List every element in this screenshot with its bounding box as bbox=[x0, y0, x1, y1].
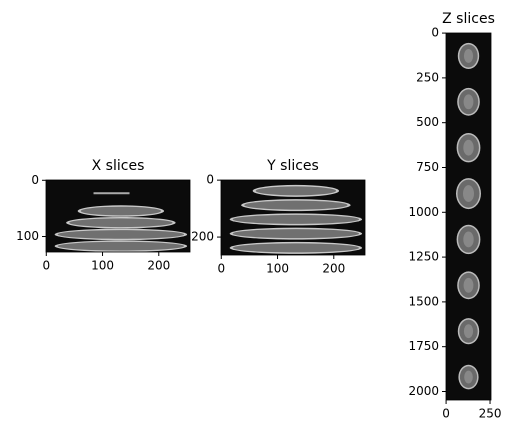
x-tick-label: 0 bbox=[42, 259, 50, 273]
y-tick-label: 1250 bbox=[408, 250, 439, 264]
slice bbox=[463, 94, 474, 110]
slice bbox=[93, 192, 130, 195]
y-tick-label: 500 bbox=[416, 115, 439, 129]
y-tick-label: 1000 bbox=[408, 205, 439, 219]
x-tick-label: 200 bbox=[322, 262, 345, 276]
slice bbox=[232, 243, 360, 253]
slice bbox=[80, 206, 162, 216]
y-tick-label: 1500 bbox=[408, 294, 439, 308]
slice bbox=[463, 48, 474, 63]
y-tick-label: 0 bbox=[31, 173, 39, 187]
slice bbox=[232, 214, 360, 224]
y-tick-label: 750 bbox=[416, 160, 439, 174]
x-tick-label: 100 bbox=[91, 259, 114, 273]
axes-frame bbox=[45, 179, 191, 253]
y-tick-label: 250 bbox=[416, 70, 439, 84]
axes-frame bbox=[220, 179, 366, 256]
chart-title: X slices bbox=[92, 158, 145, 174]
y-tick-label: 2000 bbox=[408, 384, 439, 398]
slice bbox=[463, 231, 474, 248]
slice bbox=[69, 218, 173, 228]
x-tick-label: 100 bbox=[266, 262, 289, 276]
x-tick-label: 200 bbox=[147, 259, 170, 273]
axes-frame bbox=[445, 32, 492, 401]
chart-title: Y slices bbox=[266, 158, 319, 174]
y-tick-label: 200 bbox=[191, 230, 214, 244]
slice bbox=[57, 241, 185, 251]
slice bbox=[57, 230, 185, 239]
slice bbox=[255, 186, 337, 196]
slice bbox=[463, 277, 474, 293]
y-tick-label: 0 bbox=[431, 26, 439, 40]
y-tick-label: 1750 bbox=[408, 339, 439, 353]
slice bbox=[463, 139, 474, 156]
slice bbox=[244, 200, 348, 210]
y-tick-label: 0 bbox=[206, 173, 214, 187]
x-tick-label: 0 bbox=[217, 262, 225, 276]
y-tick-label: 100 bbox=[16, 229, 39, 243]
slice bbox=[463, 185, 474, 202]
x-tick-label: 250 bbox=[479, 407, 502, 421]
chart-title: Z slices bbox=[442, 11, 495, 27]
x-tick-label: 0 bbox=[442, 407, 450, 421]
slice bbox=[463, 324, 474, 339]
slice bbox=[464, 370, 473, 384]
slice bbox=[232, 229, 360, 239]
